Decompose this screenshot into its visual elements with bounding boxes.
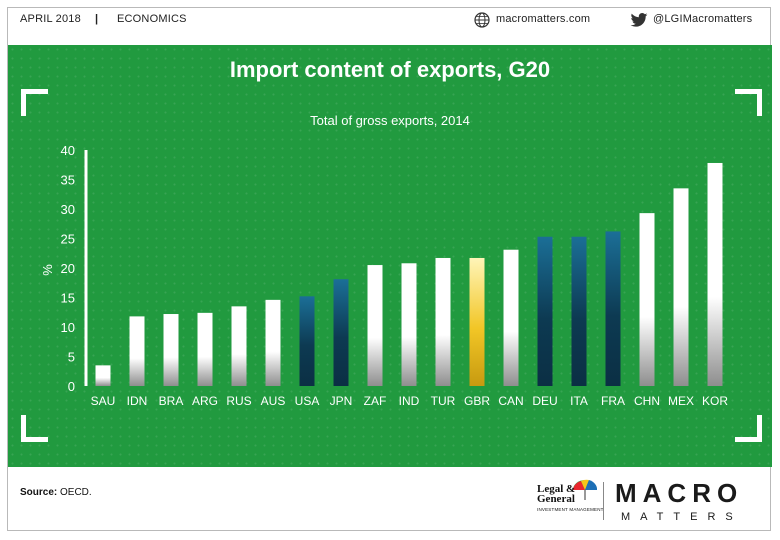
source-label: Source:	[20, 487, 58, 498]
bar-fra	[605, 231, 621, 386]
x-tick-label: DEU	[532, 394, 557, 408]
y-tick-label: 0	[68, 379, 75, 394]
corner-bracket-bottom-right	[735, 415, 762, 442]
umbrella-icon	[573, 479, 598, 500]
date-label: APRIL 2018	[20, 13, 81, 25]
x-tick-label: IDN	[127, 394, 148, 408]
x-tick-label: GBR	[464, 394, 490, 408]
x-tick-label: FRA	[601, 394, 625, 408]
x-tick-label: KOR	[702, 394, 728, 408]
x-tick-label: USA	[295, 394, 320, 408]
y-tick-label: 35	[61, 173, 75, 188]
y-axis-label: %	[40, 264, 55, 276]
bar-idn	[129, 316, 145, 386]
bar-ita	[571, 236, 587, 386]
brand-macro: MACRO	[615, 478, 744, 508]
corner-bracket-top-right	[735, 89, 762, 116]
twitter-handle[interactable]: @LGIMacromatters	[653, 13, 753, 25]
bar-ind	[401, 263, 417, 386]
bar-kor	[707, 162, 723, 386]
x-tick-label: ARG	[192, 394, 218, 408]
bar-can	[503, 249, 519, 386]
y-tick-label: 15	[61, 291, 75, 306]
bar-deu	[537, 236, 553, 386]
x-tick-label: AUS	[261, 394, 286, 408]
category-label: ECONOMICS	[117, 13, 187, 25]
bar-rus	[231, 306, 247, 386]
x-tick-label: RUS	[226, 394, 251, 408]
twitter-icon	[630, 13, 648, 27]
bar-chn	[639, 213, 655, 386]
x-tick-label: ITA	[570, 394, 588, 408]
bar-tur	[435, 257, 451, 386]
chart-subtitle: Total of gross exports, 2014	[310, 113, 470, 128]
x-tick-label: BRA	[159, 394, 184, 408]
bar-zaf	[367, 265, 383, 386]
chart-title: Import content of exports, G20	[229, 57, 551, 82]
bar-sau	[95, 365, 111, 386]
y-tick-label: 30	[61, 202, 75, 217]
y-tick-label: 40	[61, 143, 75, 158]
x-tick-label: CAN	[498, 394, 523, 408]
website-link[interactable]: macromatters.com	[496, 13, 591, 25]
y-tick-label: 20	[61, 261, 75, 276]
y-tick-label: 5	[68, 350, 75, 365]
bar-jpn	[333, 279, 349, 386]
brand-matters: MATTERS	[621, 511, 743, 523]
bar-aus	[265, 299, 281, 386]
x-tick-label: CHN	[634, 394, 660, 408]
top-bar: APRIL 2018 | ECONOMICS macromatters.com …	[0, 0, 780, 38]
x-tick-label: SAU	[91, 394, 116, 408]
brand-lg-line3: INVESTMENT MANAGEMENT	[537, 507, 604, 512]
x-tick-label: TUR	[431, 394, 456, 408]
brand-lg-line2: General	[537, 493, 575, 505]
source-text: OECD.	[57, 487, 92, 498]
x-tick-label: IND	[399, 394, 420, 408]
y-tick-label: 25	[61, 232, 75, 247]
header-separator: |	[95, 13, 99, 25]
x-tick-label: MEX	[668, 394, 694, 408]
bar-gbr	[469, 257, 485, 386]
x-tick-label: JPN	[330, 394, 353, 408]
bar-arg	[197, 312, 213, 386]
brand-lg-line1: Legal &	[537, 483, 576, 495]
bar-bra	[163, 314, 179, 386]
y-tick-label: 10	[61, 320, 75, 335]
corner-bracket-top-left	[21, 89, 48, 116]
brand-divider	[603, 482, 604, 520]
source-note: Source: OECD.	[20, 487, 92, 498]
corner-bracket-bottom-left	[21, 415, 48, 442]
bar-usa	[299, 296, 315, 386]
bar-mex	[673, 188, 689, 386]
globe-icon	[474, 12, 490, 28]
legal-general-logo: Legal & General INVESTMENT MANAGEMENT	[537, 476, 604, 524]
x-tick-label: ZAF	[364, 394, 387, 408]
